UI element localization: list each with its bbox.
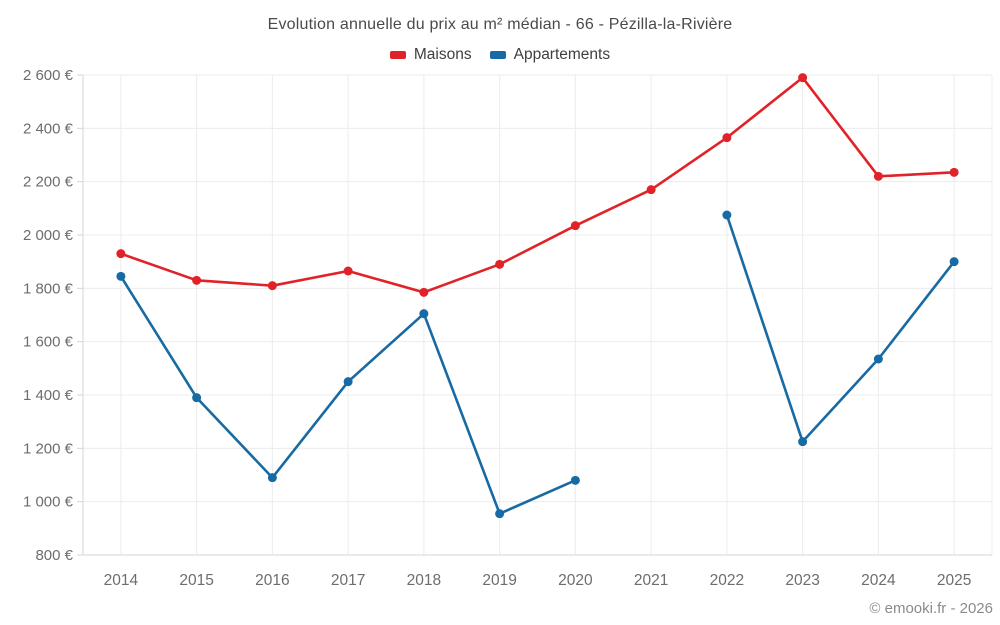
- point-appartements-2015[interactable]: [192, 393, 202, 403]
- legend-label-appartements: Appartements: [513, 46, 611, 63]
- x-tick-label: 2018: [407, 572, 441, 589]
- series-line-maisons: [119, 76, 956, 294]
- maisons-color-swatch: [389, 51, 406, 59]
- point-maisons-2019[interactable]: [495, 259, 505, 269]
- point-appartements-2014[interactable]: [116, 271, 126, 281]
- x-tick-label: 2021: [634, 572, 668, 589]
- y-tick-label: 1 800 €: [23, 280, 74, 297]
- y-tick-label: 2 600 €: [23, 67, 74, 84]
- series-line-appartements: [725, 213, 956, 443]
- point-appartements-2016[interactable]: [267, 473, 277, 483]
- y-tick-label: 2 400 €: [23, 120, 74, 137]
- point-appartements-2025[interactable]: [949, 257, 959, 267]
- chart-title: Evolution annuelle du prix au m² médian …: [267, 16, 733, 33]
- appartements-color-swatch: [489, 51, 506, 59]
- y-tick-label: 1 200 €: [23, 440, 74, 457]
- point-maisons-2017[interactable]: [343, 266, 353, 276]
- legend-item-appartements[interactable]: Appartements: [489, 46, 611, 64]
- point-appartements-2018[interactable]: [419, 309, 429, 319]
- point-maisons-2025[interactable]: [949, 167, 959, 177]
- point-appartements-2024[interactable]: [873, 354, 883, 364]
- point-appartements-2022[interactable]: [722, 210, 732, 220]
- point-maisons-2022[interactable]: [722, 133, 732, 143]
- y-tick-label: 1 000 €: [23, 494, 74, 511]
- copyright-footer: © emooki.fr - 2026: [869, 600, 993, 617]
- point-appartements-2017[interactable]: [343, 377, 353, 387]
- point-maisons-2016[interactable]: [267, 281, 277, 291]
- y-tick-label: 2 200 €: [23, 174, 74, 191]
- x-tick-label: 2022: [710, 572, 744, 589]
- y-tick-label: 2 000 €: [23, 227, 74, 244]
- x-tick-label: 2016: [255, 572, 289, 589]
- x-tick-label: 2017: [331, 572, 365, 589]
- point-maisons-2021[interactable]: [646, 185, 656, 195]
- point-maisons-2024[interactable]: [873, 171, 883, 181]
- legend-item-maisons[interactable]: Maisons: [389, 46, 472, 64]
- point-maisons-2015[interactable]: [192, 275, 202, 285]
- point-maisons-2023[interactable]: [798, 73, 808, 83]
- point-maisons-2018[interactable]: [419, 287, 429, 297]
- point-maisons-2014[interactable]: [116, 249, 126, 259]
- x-tick-label: 2025: [937, 572, 971, 589]
- x-tick-label: 2014: [104, 572, 139, 589]
- x-tick-label: 2023: [785, 572, 819, 589]
- y-tick-label: 1 400 €: [23, 387, 74, 404]
- x-tick-label: 2019: [482, 572, 516, 589]
- point-maisons-2020[interactable]: [570, 221, 580, 231]
- y-tick-label: 800 €: [35, 547, 73, 564]
- legend-label-maisons: Maisons: [413, 46, 472, 63]
- chart-legend: Maisons Appartements: [0, 46, 1000, 64]
- x-tick-label: 2015: [179, 572, 213, 589]
- point-appartements-2019[interactable]: [495, 509, 505, 519]
- point-appartements-2023[interactable]: [798, 437, 808, 447]
- y-tick-label: 1 600 €: [23, 334, 74, 351]
- x-tick-label: 2024: [861, 572, 896, 589]
- x-tick-label: 2020: [558, 572, 593, 589]
- point-appartements-2020[interactable]: [570, 475, 580, 485]
